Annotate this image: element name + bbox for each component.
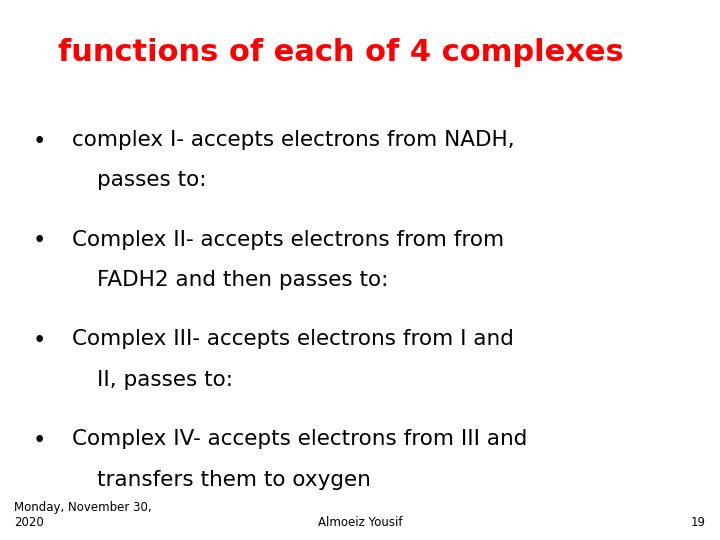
Text: 19: 19	[690, 516, 706, 529]
Text: •: •	[33, 329, 46, 353]
Text: II, passes to:: II, passes to:	[97, 370, 233, 390]
Text: transfers them to oxygen: transfers them to oxygen	[97, 470, 371, 490]
Text: Monday, November 30,
2020: Monday, November 30, 2020	[14, 501, 152, 529]
Text: Complex II- accepts electrons from from: Complex II- accepts electrons from from	[72, 230, 504, 249]
Text: FADH2 and then passes to:: FADH2 and then passes to:	[97, 270, 389, 290]
Text: passes to:: passes to:	[97, 170, 207, 190]
Text: Complex III- accepts electrons from I and: Complex III- accepts electrons from I an…	[72, 329, 514, 349]
Text: complex I- accepts electrons from NADH,: complex I- accepts electrons from NADH,	[72, 130, 515, 150]
Text: •: •	[33, 230, 46, 253]
Text: •: •	[33, 429, 46, 453]
Text: Complex IV- accepts electrons from III and: Complex IV- accepts electrons from III a…	[72, 429, 527, 449]
Text: functions of each of 4 complexes: functions of each of 4 complexes	[58, 38, 624, 67]
Text: Almoeiz Yousif: Almoeiz Yousif	[318, 516, 402, 529]
Text: •: •	[33, 130, 46, 153]
